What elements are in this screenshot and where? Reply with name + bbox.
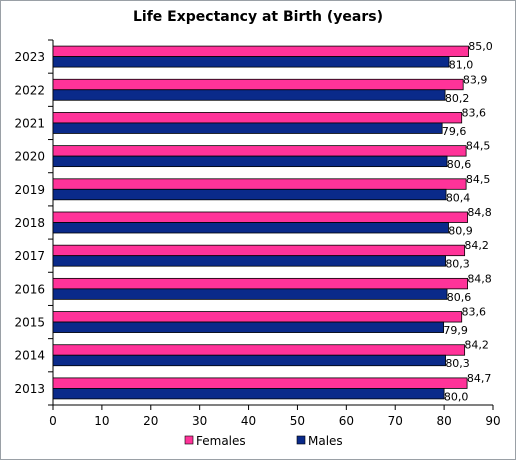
female-bar [52, 377, 468, 389]
y-tick-label: 2023 [14, 50, 45, 64]
female-data-label: 84,5 [466, 140, 491, 153]
x-tick-label: 80 [436, 414, 451, 428]
x-tick-label: 50 [290, 414, 305, 428]
x-tick-label: 0 [49, 414, 57, 428]
female-data-label: 84,5 [466, 173, 491, 186]
y-tick-label: 2020 [14, 150, 45, 164]
male-bar [52, 188, 447, 201]
y-tick-label: 2018 [14, 216, 45, 230]
males-legend-swatch [296, 435, 306, 445]
male-data-label: 80,6 [447, 291, 472, 304]
x-tick-label: 10 [94, 414, 109, 428]
male-data-label: 81,0 [449, 59, 474, 72]
male-bar [52, 354, 446, 367]
female-bar [52, 78, 464, 91]
female-data-label: 84,2 [464, 239, 489, 252]
y-tick-label: 2016 [14, 282, 45, 296]
female-bar [52, 311, 463, 323]
females-legend-swatch [184, 435, 194, 445]
x-tick-label: 20 [143, 414, 158, 428]
x-tick-label: 40 [241, 414, 256, 428]
male-data-label: 80,3 [445, 258, 470, 271]
female-data-label: 85,0 [468, 40, 493, 53]
male-data-label: 79,6 [442, 125, 467, 138]
male-bar [52, 122, 443, 134]
males-legend-label: Males [308, 434, 343, 448]
y-tick-label: 2019 [14, 183, 45, 197]
y-tick-label: 2017 [14, 249, 45, 263]
female-data-label: 84,8 [467, 206, 492, 219]
y-tick-label: 2013 [14, 382, 45, 396]
male-bar [52, 155, 448, 168]
male-data-label: 80,4 [446, 191, 471, 204]
female-bar [52, 244, 466, 257]
y-tick-label: 2014 [14, 349, 45, 363]
female-data-label: 84,8 [467, 272, 492, 285]
female-bar [52, 178, 467, 190]
y-tick-label: 2021 [14, 116, 45, 130]
male-bar [52, 288, 448, 300]
female-bar [52, 45, 469, 57]
male-data-label: 79,9 [443, 324, 468, 337]
male-data-label: 80,9 [448, 225, 473, 238]
y-tick-label: 2022 [14, 83, 45, 97]
x-tick-label: 90 [485, 414, 500, 428]
male-bar [52, 222, 449, 234]
female-data-label: 83,6 [461, 106, 486, 119]
male-bar [52, 255, 446, 267]
x-tick-label: 30 [192, 414, 207, 428]
female-data-label: 83,6 [461, 306, 486, 319]
females-legend-label: Females [196, 434, 246, 448]
y-tick-label: 2015 [14, 316, 45, 330]
male-bar [52, 388, 445, 400]
chart-title: Life Expectancy at Birth (years) [132, 9, 384, 25]
female-bar [52, 344, 466, 356]
male-data-label: 80,6 [447, 158, 472, 171]
female-data-label: 84,2 [464, 339, 489, 352]
male-bar [52, 321, 445, 333]
female-data-label: 84,7 [467, 372, 492, 385]
male-data-label: 80,2 [445, 92, 470, 105]
male-data-label: 80,3 [445, 357, 470, 370]
female-bar [52, 211, 468, 223]
male-data-label: 80,0 [444, 390, 469, 403]
x-tick-label: 60 [339, 414, 354, 428]
female-data-label: 83,9 [463, 73, 488, 86]
female-bar [52, 112, 463, 124]
female-bar [52, 277, 468, 290]
female-bar [52, 145, 467, 157]
male-bar [52, 56, 450, 68]
x-tick-label: 70 [388, 414, 403, 428]
male-bar [52, 89, 446, 101]
